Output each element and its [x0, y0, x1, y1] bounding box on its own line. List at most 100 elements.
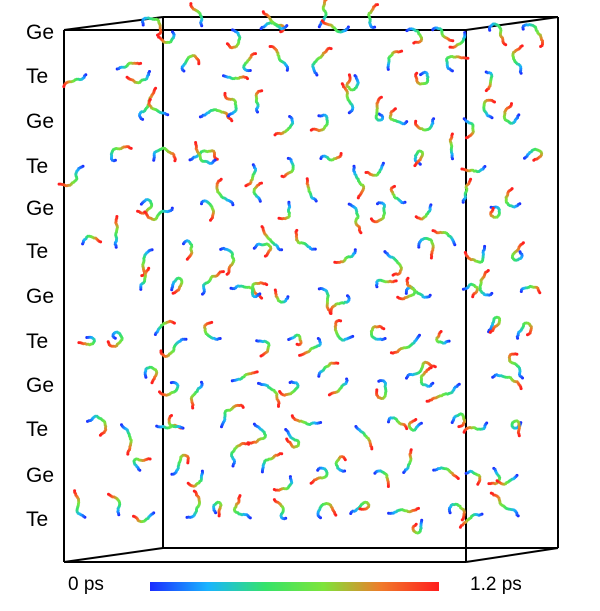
- atom-trajectory: [387, 506, 420, 515]
- atom-trajectory: [328, 294, 351, 315]
- atom-trajectory: [374, 95, 385, 122]
- atom-trajectory: [255, 339, 271, 358]
- atom-trajectory: [81, 234, 103, 246]
- atom-trajectory: [294, 228, 317, 251]
- atom-trajectory: [106, 330, 124, 348]
- layer-label-ge: Ge: [26, 285, 55, 308]
- atom-trajectory: [396, 286, 417, 301]
- atom-trajectory: [252, 242, 273, 258]
- atom-trajectory: [345, 73, 360, 92]
- atom-trajectory: [170, 276, 184, 295]
- atom-trajectory: [230, 370, 259, 383]
- atom-trajectory: [375, 379, 388, 400]
- atom-trajectory: [461, 177, 473, 204]
- layer-label-ge: Ge: [26, 464, 55, 487]
- atom-trajectory: [333, 248, 357, 264]
- atom-trajectory: [405, 27, 424, 45]
- atom-trajectory: [383, 250, 403, 277]
- atom-trajectory: [257, 381, 281, 408]
- atom-trajectory: [309, 466, 329, 485]
- atom-trajectory: [222, 74, 249, 81]
- atom-trajectory: [230, 442, 251, 468]
- atom-trajectory: [319, 152, 343, 162]
- atom-trajectory: [284, 428, 301, 449]
- time-colorbar: [150, 582, 439, 591]
- atom-trajectory: [242, 52, 257, 73]
- atom-trajectory: [232, 494, 252, 520]
- atom-trajectory: [86, 414, 108, 437]
- atom-trajectory: [305, 177, 318, 203]
- atom-trajectory: [489, 205, 501, 219]
- atom-trajectory: [369, 324, 387, 342]
- atom-trajectory: [182, 239, 194, 261]
- atom-trajectory: [484, 70, 494, 93]
- atom-trajectory: [511, 44, 524, 75]
- box-edge: [63, 547, 164, 563]
- atom-trajectory: [109, 145, 133, 163]
- atom-trajectory: [272, 475, 294, 492]
- atom-trajectory: [462, 421, 489, 434]
- atom-trajectory: [445, 55, 470, 73]
- atom-trajectory: [447, 502, 466, 522]
- atom-trajectory: [57, 164, 85, 188]
- atom-trajectory: [167, 414, 185, 430]
- atom-trajectory: [219, 246, 236, 276]
- atom-trajectory: [273, 115, 295, 137]
- box-edge: [465, 16, 559, 31]
- atom-trajectory: [152, 146, 177, 163]
- atom-trajectory: [347, 202, 363, 235]
- atom-trajectory: [201, 270, 225, 296]
- atom-trajectory: [425, 382, 461, 403]
- atom-trajectory: [461, 282, 479, 299]
- atom-trajectory: [316, 502, 338, 520]
- atom-trajectory: [189, 380, 204, 410]
- atom-trajectory: [432, 466, 460, 480]
- atom-trajectories: [57, 0, 544, 535]
- atom-trajectory: [367, 3, 379, 29]
- layer-label-ge: Ge: [26, 21, 55, 44]
- atom-trajectory: [340, 82, 355, 115]
- atom-trajectory: [246, 422, 267, 445]
- atom-trajectory: [139, 266, 151, 291]
- atom-trajectory: [462, 117, 475, 140]
- atom-trajectory: [159, 337, 188, 358]
- atom-trajectory: [478, 269, 494, 297]
- atom-trajectory: [132, 457, 152, 472]
- atom-trajectory: [405, 360, 437, 380]
- atom-trajectory: [153, 319, 176, 336]
- atom-trajectory: [188, 149, 219, 162]
- atom-trajectory: [487, 22, 508, 47]
- atom-trajectory: [280, 156, 295, 179]
- atom-trajectory: [113, 215, 119, 249]
- atom-trajectory: [260, 225, 284, 252]
- atom-trajectory: [510, 419, 523, 438]
- atom-trajectory: [260, 452, 284, 474]
- atom-trajectory: [495, 473, 519, 486]
- atom-trajectory: [320, 19, 350, 34]
- atom-trajectory: [311, 46, 333, 77]
- atom-trajectory: [413, 149, 425, 168]
- layer-label-ge: Ge: [26, 110, 55, 133]
- atom-trajectory: [125, 70, 151, 85]
- atom-trajectory: [405, 276, 432, 299]
- box-edge: [465, 547, 559, 563]
- atom-trajectory: [389, 333, 421, 355]
- atom-trajectory: [229, 284, 264, 300]
- atom-trajectory: [388, 107, 409, 126]
- layer-label-te: Te: [26, 240, 49, 263]
- atom-trajectory: [354, 425, 374, 451]
- atom-trajectory: [120, 423, 133, 456]
- atom-trajectory: [290, 414, 323, 426]
- atom-trajectory: [254, 89, 264, 114]
- atom-trajectory: [278, 380, 300, 397]
- atom-trajectory: [333, 319, 355, 342]
- atom-trajectory: [364, 161, 385, 177]
- atom-trajectory: [136, 198, 154, 215]
- atom-trajectory: [334, 455, 347, 473]
- atom-trajectory: [244, 163, 257, 188]
- atom-trajectory: [141, 16, 163, 37]
- atom-trajectory: [62, 73, 88, 89]
- atom-trajectory: [510, 241, 525, 262]
- atom-trajectory: [519, 284, 542, 295]
- atom-trajectory: [502, 102, 521, 125]
